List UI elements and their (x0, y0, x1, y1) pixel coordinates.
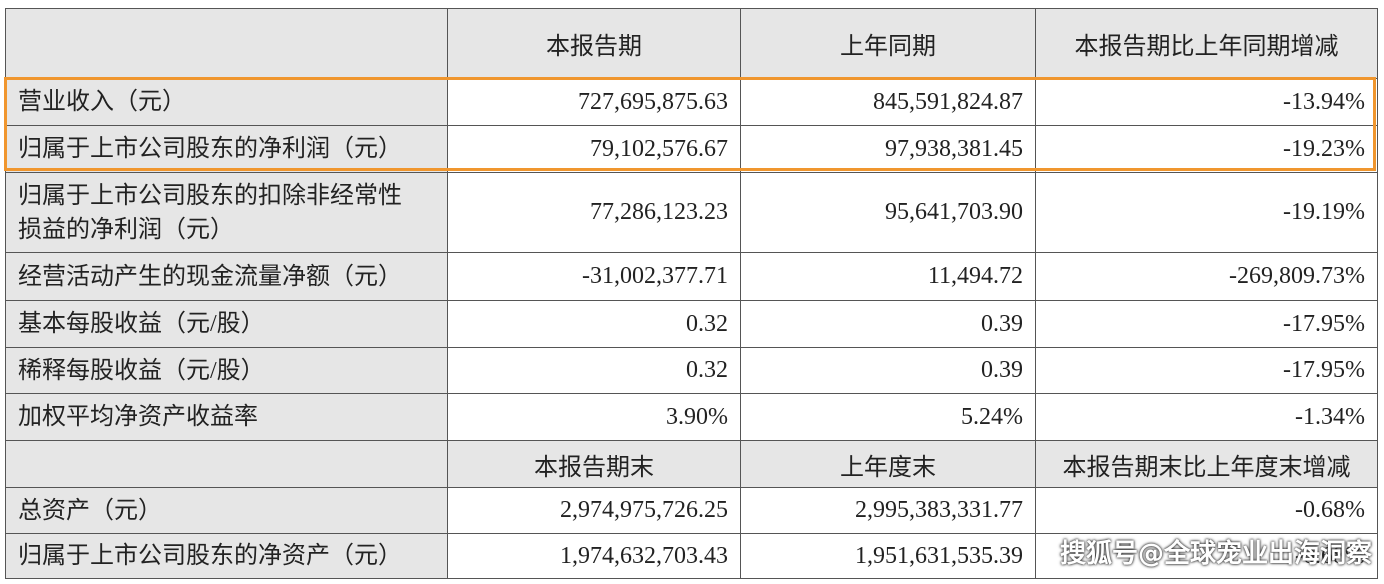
data-row: 归属于上市公司股东的净利润（元） 79,102,576.67 97,938,381.… (5, 125, 1378, 173)
data-row: 归属于上市公司股东的扣除非经常性损益的净利润（元） 77,286,123.23 95… (5, 172, 1378, 253)
value-cell: -17.95% (1035, 300, 1378, 348)
value-cell: 845,591,824.87 (740, 78, 1036, 126)
row-label: 加权平均净资产收益率 (5, 393, 448, 441)
header-cell (5, 440, 448, 488)
row-label: 总资产（元） (5, 487, 448, 534)
value-cell: 77,286,123.23 (447, 172, 741, 253)
header-cell: 上年同期 (740, 8, 1036, 79)
financial-table: 本报告期 上年同期 本报告期比上年同期增减 营业收入（元） 727,695,875.63… (5, 8, 1378, 579)
row-label: 营业收入（元） (5, 78, 448, 126)
data-row: 归属于上市公司股东的净资产（元） 1,974,632,703.43 1,951,63… (5, 533, 1378, 579)
row-label: 基本每股收益（元/股） (5, 300, 448, 348)
value-cell: 0.32 (447, 300, 741, 348)
value-cell: -19.23% (1035, 125, 1378, 173)
value-cell: 95,641,703.90 (740, 172, 1036, 253)
data-row: 经营活动产生的现金流量净额（元） -31,002,377.71 11,494.72-… (5, 252, 1378, 301)
value-cell: 11,494.72 (740, 252, 1036, 301)
value-cell: 1,974,632,703.43 (447, 533, 741, 579)
row-label: 归属于上市公司股东的净利润（元） (5, 125, 448, 173)
value-cell: -19.19% (1035, 172, 1378, 253)
data-row: 稀释每股收益（元/股） 0.32 0.39 -17.95% (5, 347, 1378, 394)
value-cell: -17.95% (1035, 347, 1378, 394)
value-cell: 0.39 (740, 347, 1036, 394)
value-cell: -0.68% (1035, 487, 1378, 534)
row-label: 归属于上市公司股东的净资产（元） (5, 533, 448, 579)
data-row: 营业收入（元） 727,695,875.63 845,591,824.87 -13.9… (5, 78, 1378, 126)
value-cell: -13.94% (1035, 78, 1378, 126)
value-cell: 2,995,383,331.77 (740, 487, 1036, 534)
value-cell: 2,974,975,726.25 (447, 487, 741, 534)
row-label: 稀释每股收益（元/股） (5, 347, 448, 394)
header-cell: 本报告期末比上年度末增减 (1035, 440, 1378, 488)
value-cell: 79,102,576.67 (447, 125, 741, 173)
value-cell: 727,695,875.63 (447, 78, 741, 126)
header-cell: 本报告期 (447, 8, 741, 79)
data-row: 加权平均净资产收益率 3.90% 5.24% -1.34% (5, 393, 1378, 441)
row-label: 经营活动产生的现金流量净额（元） (5, 252, 448, 301)
header-row: 本报告期末 上年度末 本报告期末比上年度末增减 (5, 440, 1378, 488)
value-cell: -1.34% (1035, 393, 1378, 441)
value-cell: 5.24% (740, 393, 1036, 441)
value-cell: 3.90% (447, 393, 741, 441)
row-label: 归属于上市公司股东的扣除非经常性损益的净利润（元） (5, 172, 448, 253)
header-cell (5, 8, 448, 79)
watermark: 搜狐号@全球宠业出海洞察 (1059, 539, 1372, 569)
value-cell: -269,809.73% (1035, 252, 1378, 301)
header-cell: 本报告期比上年同期增减 (1035, 8, 1378, 79)
value-cell: 0.39 (740, 300, 1036, 348)
data-row: 总资产（元） 2,974,975,726.25 2,995,383,331.77 -0… (5, 487, 1378, 534)
value-cell: -31,002,377.71 (447, 252, 741, 301)
header-cell: 本报告期末 (447, 440, 741, 488)
data-row: 基本每股收益（元/股） 0.32 0.39 -17.95% (5, 300, 1378, 348)
header-cell: 上年度末 (740, 440, 1036, 488)
header-row: 本报告期 上年同期 本报告期比上年同期增减 (5, 8, 1378, 79)
value-cell: 1,951,631,535.39 (740, 533, 1036, 579)
value-cell: 97,938,381.45 (740, 125, 1036, 173)
value-cell: 0.32 (447, 347, 741, 394)
value-cell: -0.68% (1035, 533, 1378, 579)
